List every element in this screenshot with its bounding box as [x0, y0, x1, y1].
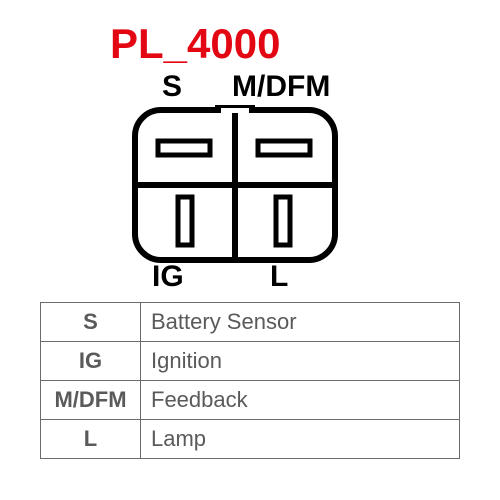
legend-meaning: Lamp: [141, 420, 460, 459]
legend-meaning: Battery Sensor: [141, 303, 460, 342]
table-row: L Lamp: [41, 420, 460, 459]
table-row: S Battery Sensor: [41, 303, 460, 342]
part-number-title: PL_4000: [110, 20, 280, 68]
pin-label-s: S: [162, 70, 182, 104]
legend-code: IG: [41, 342, 141, 381]
table-row: M/DFM Feedback: [41, 381, 460, 420]
pin-label-mdfm: M/DFM: [232, 70, 330, 104]
table-row: IG Ignition: [41, 342, 460, 381]
legend-code: M/DFM: [41, 381, 141, 420]
legend-meaning: Feedback: [141, 381, 460, 420]
pin-legend-table: S Battery Sensor IG Ignition M/DFM Feedb…: [40, 302, 460, 459]
legend-code: L: [41, 420, 141, 459]
legend-meaning: Ignition: [141, 342, 460, 381]
connector-outline: [130, 105, 350, 270]
legend-code: S: [41, 303, 141, 342]
